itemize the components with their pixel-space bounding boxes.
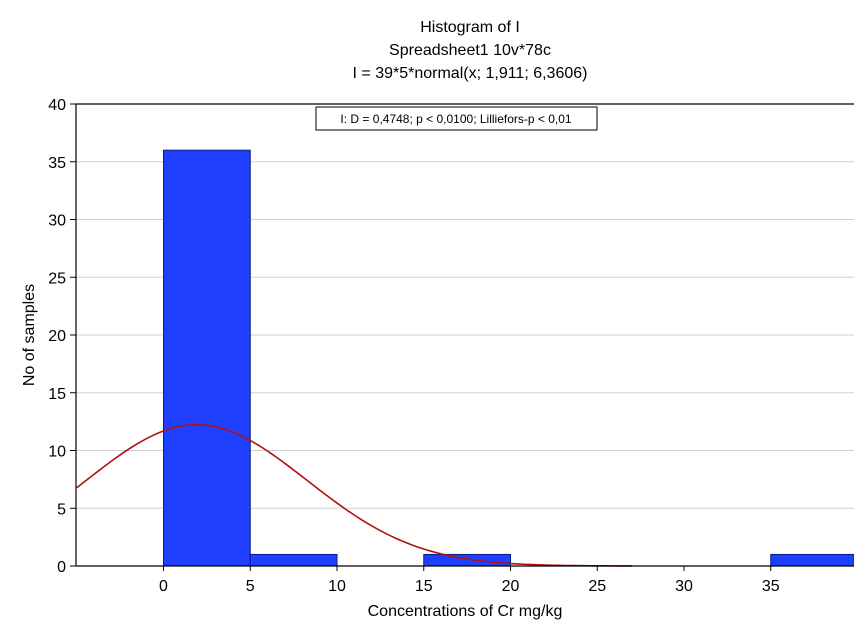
x-tick-label-5: 5: [246, 578, 255, 595]
x-axis-ticks: 0 5 10 15 20 25 30 35: [159, 566, 780, 595]
x-tick-label-30: 30: [675, 578, 693, 595]
y-tick-label-40: 40: [48, 97, 66, 114]
title-line-2: Spreadsheet1 10v*78c: [389, 42, 551, 59]
title-line-3: I = 39*5*normal(x; 1,911; 6,3606): [353, 65, 588, 82]
title-line-1: Histogram of I: [420, 19, 520, 36]
y-tick-label-0: 0: [57, 559, 66, 576]
chart-title: Histogram of I Spreadsheet1 10v*78c I = …: [353, 19, 588, 82]
stat-box-text: I: D = 0,4748; p < 0,0100; Lilliefors-p …: [340, 112, 571, 126]
y-tick-label-25: 25: [48, 270, 66, 287]
x-tick-label-0: 0: [159, 578, 168, 595]
bar-0-5: [163, 149, 251, 567]
y-axis-ticks: 0 5 10 15 20 25 30 35 40: [48, 97, 76, 576]
stat-box: I: D = 0,4748; p < 0,0100; Lilliefors-p …: [315, 106, 598, 131]
histogram-bars: [163, 149, 854, 567]
x-tick-label-15: 15: [415, 578, 433, 595]
bar-5-10: [249, 553, 338, 567]
y-tick-label-35: 35: [48, 155, 66, 172]
x-tick-label-35: 35: [762, 578, 780, 595]
y-tick-label-10: 10: [48, 444, 66, 461]
y-tick-label-20: 20: [48, 328, 66, 345]
y-tick-label-15: 15: [48, 386, 66, 403]
stat-box-frame: [315, 106, 598, 131]
x-axis-label: Concentrations of Cr mg/kg: [368, 603, 563, 620]
x-tick-label-10: 10: [328, 578, 346, 595]
y-axis-label: No of samples: [21, 284, 38, 386]
y-tick-label-30: 30: [48, 213, 66, 230]
bar-35-40: [770, 553, 854, 567]
normal-fit-curve: [76, 423, 632, 567]
y-tick-label-5: 5: [57, 501, 66, 518]
bar-15-20: [423, 553, 511, 567]
x-tick-label-25: 25: [588, 578, 606, 595]
x-tick-label-20: 20: [502, 578, 520, 595]
